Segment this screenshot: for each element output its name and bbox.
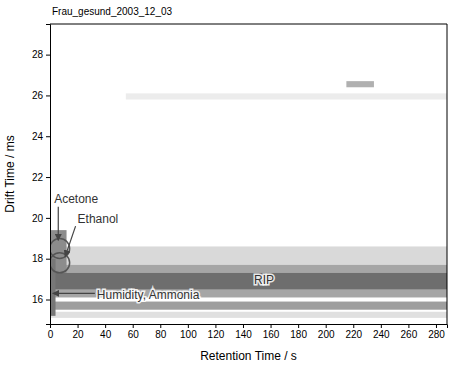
tick-label: 20: [73, 329, 85, 340]
tick: 220: [345, 324, 362, 340]
annotations: Acetone Ethanol RIP Humidity, Ammonia: [53, 192, 274, 302]
tick-mark: [243, 324, 244, 328]
tick: 24: [32, 131, 50, 142]
tick-mark: [353, 324, 354, 328]
tick-label: 160: [263, 329, 280, 340]
tick-label: 40: [100, 329, 112, 340]
tick: 100: [180, 324, 197, 340]
tick-mark: [160, 324, 161, 328]
tick-mark: [215, 324, 216, 328]
tick: 260: [401, 324, 418, 340]
tick: 160: [263, 324, 280, 340]
tick-label: 100: [180, 329, 197, 340]
tick-mark: [381, 324, 382, 328]
tick-mark: [46, 136, 50, 137]
tick-mark: [298, 324, 299, 328]
tick-label: 180: [290, 329, 307, 340]
peak-circle: [50, 253, 70, 273]
band: [50, 246, 447, 264]
axis-line: [51, 325, 448, 329]
band: [346, 81, 374, 87]
tick-label: 18: [32, 253, 44, 264]
tick: 0: [48, 324, 54, 340]
x-axis: 0 20 40 60 80 100 120 140 160 180 200 220 240 260 280: [48, 324, 448, 340]
tick: 120: [208, 324, 225, 340]
tick-mark: [408, 324, 409, 328]
tick: 20: [73, 324, 85, 340]
chart: 0 20 40 60 80 100 120 140 160 180 200 220 240 260 280 1…: [0, 0, 463, 372]
annotation-arrow: [53, 293, 95, 294]
tick-label: 200: [318, 329, 335, 340]
tick: 140: [235, 324, 252, 340]
tick-label: 280: [428, 329, 445, 340]
tick-mark: [78, 324, 79, 328]
annotation: Ethanol: [78, 212, 119, 226]
tick: 240: [373, 324, 390, 340]
annotation-arrow: [65, 226, 75, 257]
y-axis-title: Drift Time / ms: [3, 135, 17, 212]
tick-label: 22: [32, 172, 44, 183]
tick-mark: [46, 177, 50, 178]
tick-mark: [46, 95, 50, 96]
tick-mark: [46, 55, 50, 56]
tick-label: 240: [373, 329, 390, 340]
tick-label: 220: [345, 329, 362, 340]
tick: 26: [32, 90, 50, 101]
axis-line: [46, 25, 51, 325]
tick-label: 120: [208, 329, 225, 340]
tick-label: 140: [235, 329, 252, 340]
annotation-arrow: [58, 207, 59, 241]
band: [50, 302, 447, 310]
annotation: Humidity, Ammonia: [97, 288, 200, 302]
tick: 280: [428, 324, 445, 340]
plot: 0 20 40 60 80 100 120 140 160 180 200 220 240 260 280 1…: [32, 24, 448, 340]
tick-label: 260: [401, 329, 418, 340]
tick-label: 24: [32, 131, 44, 142]
annotation: RIP: [254, 273, 274, 287]
tick: 40: [100, 324, 112, 340]
tick: 20: [32, 213, 50, 224]
tick-label: 16: [32, 294, 44, 305]
tick-label: 20: [32, 213, 44, 224]
tick: 22: [32, 172, 50, 183]
tick: 28: [32, 49, 50, 60]
tick-label: 80: [155, 329, 167, 340]
plot-background: [50, 24, 447, 324]
tick-mark: [436, 324, 437, 328]
tick-mark: [271, 324, 272, 328]
frame: [50, 24, 447, 25]
tick-label: 60: [128, 329, 140, 340]
tick-mark: [105, 324, 106, 328]
marks: [50, 81, 447, 318]
tick-label: 0: [48, 329, 54, 340]
y-axis: 16 18 20 22 24 26 28: [32, 25, 51, 325]
tick-mark: [133, 324, 134, 328]
tick-label: 28: [32, 49, 44, 60]
tick: 16: [32, 294, 50, 305]
annotation: Acetone: [54, 192, 98, 206]
tick-mark: [46, 218, 50, 219]
x-axis-title: Retention Time / s: [200, 349, 297, 363]
tick-mark: [188, 324, 189, 328]
tick: 60: [128, 324, 140, 340]
tick-mark: [46, 259, 50, 260]
tick: 18: [32, 253, 50, 264]
tick-mark: [326, 324, 327, 328]
frame: [447, 24, 448, 324]
tick: 180: [290, 324, 307, 340]
title: Frau_gesund_2003_12_03: [52, 6, 173, 17]
tick: 200: [318, 324, 335, 340]
band: [50, 312, 447, 318]
tick-mark: [46, 300, 50, 301]
tick: 80: [155, 324, 167, 340]
tick-label: 26: [32, 90, 44, 101]
band: [126, 93, 447, 99]
